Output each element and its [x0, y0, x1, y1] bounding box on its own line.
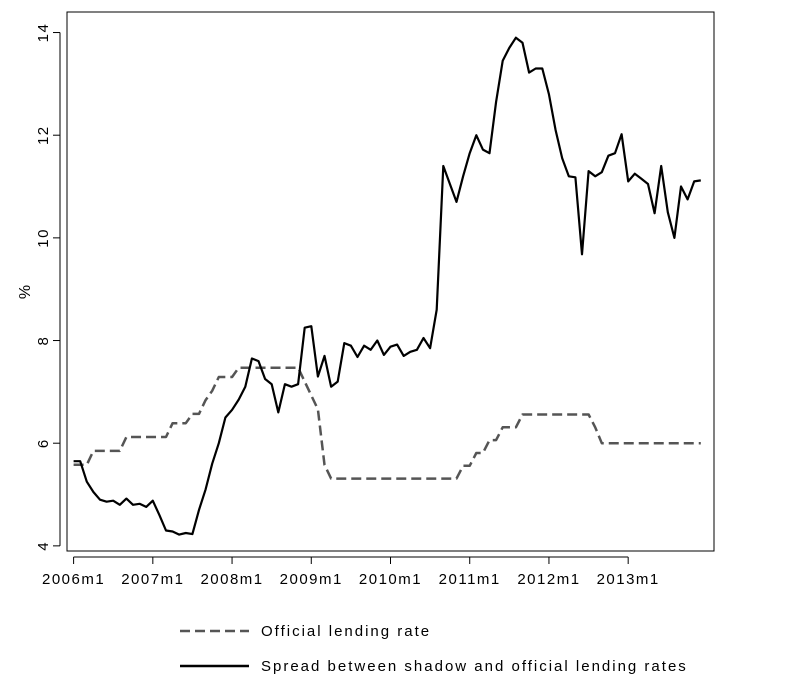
legend: Official lending rate Spread between shad…	[180, 623, 688, 675]
x-axis: 2006m1 2007m1 2008m1 2009m1 2010m1 2011m1 2012…	[42, 556, 660, 588]
x-tick-label: 2012m1	[517, 571, 580, 588]
y-tick-label: 4	[35, 541, 52, 551]
x-tick-label: 2010m1	[359, 571, 422, 588]
x-tick-label: 2006m1	[42, 571, 105, 588]
x-tick-label: 2013m1	[597, 571, 660, 588]
y-axis-title: %	[17, 285, 34, 299]
y-tick-label: 10	[35, 228, 52, 248]
y-tick-label: 14	[35, 23, 52, 43]
legend-label-2: Spread between shadow and official lendi…	[261, 658, 688, 675]
x-tick-label: 2009m1	[280, 571, 343, 588]
plot-frame	[66, 11, 715, 552]
y-axis: 4 6 8 10 12 14	[35, 23, 61, 551]
x-tick-label: 2011m1	[439, 571, 501, 588]
series-layer	[73, 36, 701, 536]
series-line-1	[73, 366, 701, 480]
y-tick-label: 12	[35, 125, 52, 145]
legend-label-1: Official lending rate	[261, 623, 431, 640]
y-tick-label: 8	[35, 336, 52, 346]
x-tick-label: 2007m1	[121, 571, 184, 588]
x-tick-label: 2008m1	[200, 571, 263, 588]
y-tick-label: 6	[35, 438, 52, 448]
series-line-2	[73, 36, 701, 536]
